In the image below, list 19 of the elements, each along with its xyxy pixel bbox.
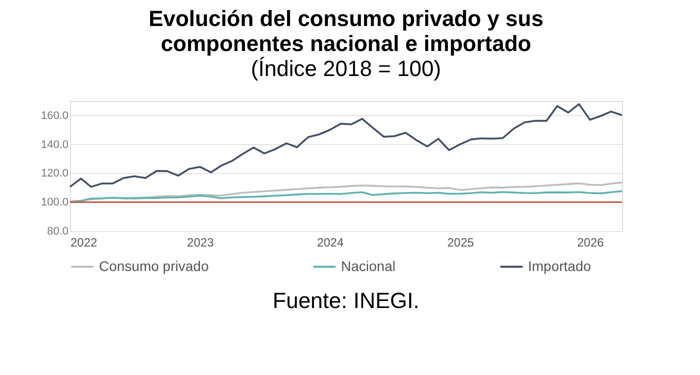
line-series — [69, 182, 623, 202]
x-tick-label: 2025 — [447, 236, 474, 250]
chart-subtitle: (Índice 2018 = 100) — [250, 56, 442, 81]
legend-label: Importado — [528, 258, 592, 274]
source-note: Fuente: INEGI. — [272, 288, 420, 313]
y-tick-label: 140.0 — [40, 138, 68, 151]
legend-label: Consumo privado — [99, 258, 209, 274]
x-tick-label: 2024 — [316, 236, 344, 250]
x-tick-label: 2023 — [187, 236, 214, 250]
y-tick-label: 120.0 — [40, 168, 68, 180]
line-series — [69, 190, 623, 204]
x-tick-label: 2026 — [577, 236, 604, 250]
y-tick-label: 80.0 — [47, 226, 68, 238]
line-series — [69, 103, 623, 188]
x-tick-label: 2022 — [70, 236, 98, 250]
y-tick-label: 160.0 — [40, 110, 68, 122]
chart-title: Evolución del consumo privado y sus componentes nacional e importado — [148, 6, 544, 56]
legend-label: Nacional — [341, 258, 396, 274]
y-tick-label: 100.0 — [40, 196, 68, 209]
